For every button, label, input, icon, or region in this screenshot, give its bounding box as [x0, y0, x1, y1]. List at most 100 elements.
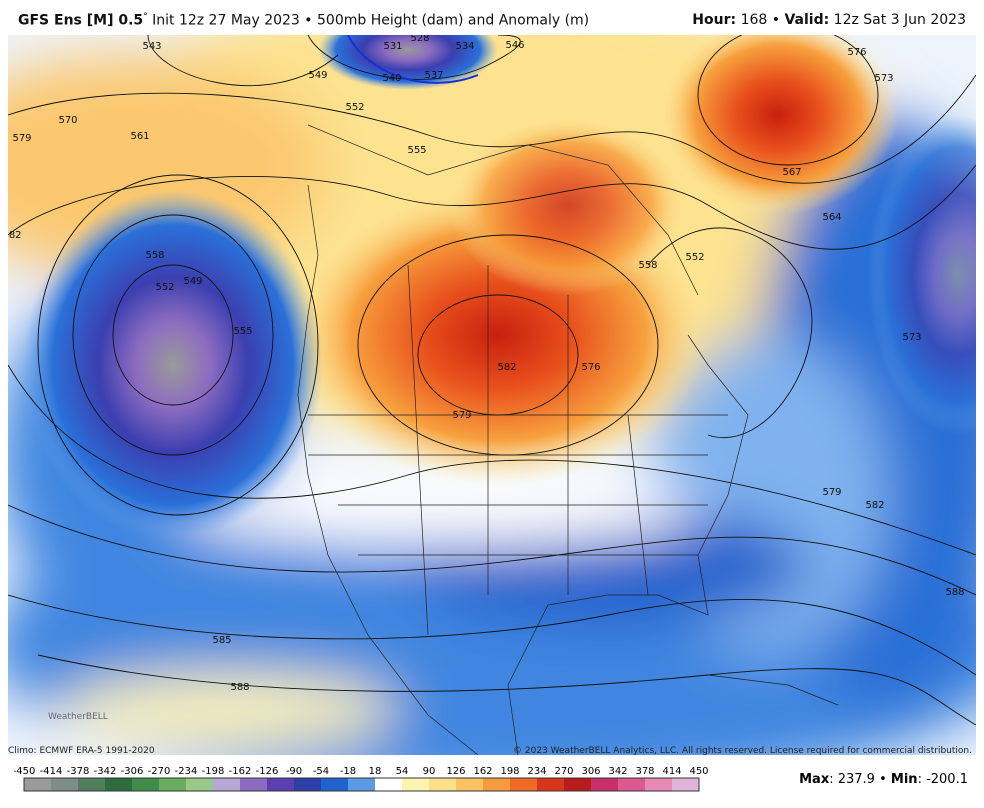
map: 543 531 528 534 546 549 537 540 552 570 579 561 555 5…	[8, 35, 976, 755]
contour-label: 552	[685, 252, 704, 263]
colorbar-segment	[483, 778, 510, 791]
colorbar-segment	[78, 778, 105, 791]
init: Init 12z 27 May 2023	[152, 12, 300, 29]
colorbar: -450 -414 -378 -342 -306 -270 -234 -198 -162 -126…	[14, 766, 709, 792]
model: GFS Ens [M] 0.5	[18, 12, 144, 29]
degree: °	[143, 12, 148, 22]
colorbar-segment	[429, 778, 456, 791]
colorbar-tick-label: -306	[121, 766, 144, 777]
colorbar-segment	[132, 778, 159, 791]
contour-label: 537	[424, 70, 443, 81]
contour-label: 531	[383, 41, 402, 52]
contour-label: 558	[638, 260, 657, 271]
contour-label: 552	[345, 102, 364, 113]
colorbar-tick-label: 126	[446, 766, 465, 777]
valid-label: Valid:	[784, 12, 830, 28]
colorbar-frame	[23, 777, 700, 792]
contour-label: 540	[382, 73, 401, 84]
separator: •	[879, 772, 887, 787]
header-left: GFS Ens [M] 0.5° Init 12z 27 May 2023 • …	[18, 12, 589, 29]
min: -200.1	[926, 772, 968, 787]
colorbar-tick-label: -90	[286, 766, 302, 777]
contour-label: 561	[130, 131, 149, 142]
colorbar-tick-label: 414	[662, 766, 681, 777]
separator: •	[304, 12, 313, 29]
colorbar-segment	[159, 778, 186, 791]
colorbar-segment	[510, 778, 537, 791]
contour-label: 567	[782, 167, 801, 178]
colorbar-tick-label: 306	[581, 766, 600, 777]
max-min: Max: 237.9 • Min: -200.1	[799, 772, 968, 787]
header-right: Hour: 168 • Valid: 12z Sat 3 Jun 2023	[692, 12, 966, 28]
colorbar-segment	[348, 778, 375, 791]
colorbar-tick-label: -198	[202, 766, 225, 777]
colorbar-segment	[456, 778, 483, 791]
contour-label: 579	[452, 410, 471, 421]
colorbar-segment	[402, 778, 429, 791]
product: 500mb Height (dam) and Anomaly (m)	[317, 12, 590, 29]
colorbar-tick-label: -378	[67, 766, 90, 777]
valid: 12z Sat 3 Jun 2023	[833, 12, 966, 28]
contour-label: 582	[865, 500, 884, 511]
colorbar-tick-label: 234	[527, 766, 546, 777]
colorbar-tick-label: 342	[608, 766, 627, 777]
contour-label: 576	[581, 362, 600, 373]
colorbar-segment	[240, 778, 267, 791]
logo: WeatherBELL	[48, 712, 108, 722]
contour-label: 570	[58, 115, 77, 126]
colorbar-tick-label: -162	[229, 766, 252, 777]
contour-label: 582	[8, 230, 22, 241]
hour-label: Hour:	[692, 12, 737, 28]
colorbar-tick-label: -414	[40, 766, 63, 777]
contour-labels: 543 531 528 534 546 549 537 540 552 570 579 561 555 5…	[8, 35, 965, 693]
colorbar-tick-label: 54	[396, 766, 409, 777]
colorbar-segment	[51, 778, 78, 791]
separator: •	[771, 12, 781, 28]
colorbar-segment	[645, 778, 672, 791]
colorbar-tick-label: -18	[340, 766, 356, 777]
colorbar-segment	[672, 778, 699, 791]
contour-label: 552	[155, 282, 174, 293]
colorbar-segment	[24, 778, 51, 791]
colorbar-segment	[375, 778, 402, 791]
colorbar-tick-label: -126	[256, 766, 279, 777]
colorbar-segment	[591, 778, 618, 791]
max-label: Max	[799, 772, 830, 787]
contour-label: 588	[945, 587, 964, 598]
contour-label: 555	[233, 326, 252, 337]
colorbar-segment	[186, 778, 213, 791]
colorbar-tick-label: 270	[554, 766, 573, 777]
colorbar-tick-label: -234	[175, 766, 198, 777]
colorbar-tick-label: -270	[148, 766, 171, 777]
copyright: © 2023 WeatherBELL Analytics, LLC. All r…	[513, 746, 972, 756]
contour-label: 549	[183, 276, 202, 287]
colorbar-segment	[537, 778, 564, 791]
hour: 168	[740, 12, 768, 28]
climo: Climo: ECMWF ERA-5 1991-2020	[8, 746, 155, 756]
colorbar-segment	[618, 778, 645, 791]
contour-label: 528	[410, 35, 429, 44]
contour-label: 555	[407, 145, 426, 156]
contour-label: 579	[12, 133, 31, 144]
contour-label: 585	[212, 635, 231, 646]
colorbar-segment	[564, 778, 591, 791]
contour-label: 546	[505, 40, 524, 51]
colorbar-tick-label: -450	[14, 766, 35, 777]
colorbar-segment	[267, 778, 294, 791]
colorbar-tick-label: -54	[313, 766, 329, 777]
contour-label: 549	[308, 70, 327, 81]
colorbar-tick-label: 198	[500, 766, 519, 777]
colorbar-tick-label: 18	[369, 766, 382, 777]
colorbar-segment	[294, 778, 321, 791]
colorbar-tick-label: 450	[689, 766, 708, 777]
colorbar-tick-label: 378	[635, 766, 654, 777]
contour-label: 573	[902, 332, 921, 343]
contour-label: 564	[822, 212, 841, 223]
contour-label: 558	[145, 250, 164, 261]
colorbar-segment	[213, 778, 240, 791]
contour-label: 582	[497, 362, 516, 373]
colorbar-segment	[105, 778, 132, 791]
colorbar-tick-label: 90	[423, 766, 436, 777]
max: 237.9	[837, 772, 875, 787]
